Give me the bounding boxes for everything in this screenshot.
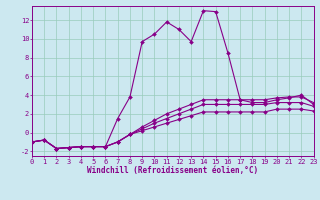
X-axis label: Windchill (Refroidissement éolien,°C): Windchill (Refroidissement éolien,°C) <box>87 166 258 175</box>
